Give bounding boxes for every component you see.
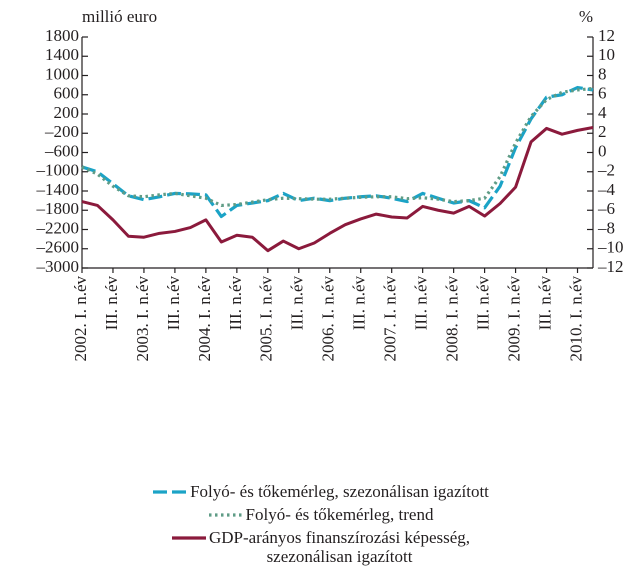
y-tick-label: –3000: [36, 257, 80, 276]
x-tick-label: 2007. I. n.év: [381, 276, 400, 362]
x-tick-label: 2004. I. n.év: [195, 276, 214, 362]
y2-tick-label: 6: [598, 84, 607, 103]
legend-label: Folyó- és tőkemérleg, szezonálisan igazí…: [190, 482, 489, 501]
y-tick-label: –600: [44, 141, 79, 160]
y-tick-label: –2200: [36, 218, 80, 237]
series-line: [81, 126, 594, 253]
x-tick-label: 2010. I. n.év: [566, 276, 585, 362]
y2-tick-label: 12: [598, 26, 615, 45]
y2-tick-label: 8: [598, 64, 607, 83]
y2-tick-label: –12: [597, 257, 624, 276]
y2-tick-label: –8: [597, 218, 615, 237]
x-tick-label: 2002. I. n.év: [71, 276, 90, 362]
y2-tick-label: –10: [597, 238, 624, 257]
legend-label: Folyó- és tőkemérleg, trend: [245, 505, 434, 524]
x-tick-label: III. n.év: [535, 276, 554, 331]
legend-swatch: [171, 536, 206, 540]
y2-tick-label: –6: [597, 199, 615, 218]
y-axis-label: millió euro: [82, 7, 157, 26]
y2-axis-label: %: [579, 7, 593, 26]
y-tick-label: 1000: [45, 64, 79, 83]
y2-tick-label: 2: [598, 122, 607, 141]
legend-entry: Folyó- és tőkemérleg, szezonálisan igazí…: [152, 482, 489, 501]
x-tick-label: III. n.év: [412, 276, 431, 331]
y-tick-label: –1000: [36, 161, 80, 180]
x-tick-label: III. n.év: [226, 276, 245, 331]
legend-entry: Folyó- és tőkemérleg, trend: [208, 505, 434, 524]
y-tick-label: 1400: [45, 45, 79, 64]
x-tick-label: 2008. I. n.év: [443, 276, 462, 362]
x-tick-label: 2009. I. n.év: [504, 276, 523, 362]
y-tick-label: 200: [54, 103, 80, 122]
x-tick-label: III. n.év: [102, 276, 121, 331]
y-tick-label: –2600: [36, 238, 80, 257]
legend-entry: GDP-arányos finanszírozási képesség, sze…: [171, 528, 470, 566]
y2-tick-label: –4: [597, 180, 616, 199]
chart: millió euro % –3000–2600–2200–1800–1400–…: [36, 7, 624, 362]
legend-swatch: [208, 513, 243, 517]
y-tick-label: –1400: [36, 180, 80, 199]
y-tick-label: 1800: [45, 26, 79, 45]
y-tick-label: –1800: [36, 199, 80, 218]
x-tick-label: III. n.év: [288, 276, 307, 331]
y2-tick-label: 4: [598, 103, 607, 122]
x-tick-label: 2006. I. n.év: [319, 276, 338, 362]
y-tick-label: –200: [44, 122, 79, 141]
legend-label: GDP-arányos finanszírozási képesség, sze…: [208, 528, 471, 566]
x-tick-label: III. n.év: [164, 276, 183, 331]
x-tick-label: 2005. I. n.év: [257, 276, 276, 362]
legend-swatch: [153, 490, 188, 494]
series-line: [81, 85, 594, 219]
y2-tick-label: 0: [598, 141, 607, 160]
y2-tick-label: 10: [598, 45, 615, 64]
x-tick-label: III. n.év: [474, 276, 493, 331]
x-tick-label: III. n.év: [350, 276, 369, 331]
y2-tick-label: –2: [597, 161, 615, 180]
x-tick-label: 2003. I. n.év: [133, 276, 152, 362]
y-tick-label: 600: [54, 84, 80, 103]
legend: Folyó- és tőkemérleg, szezonálisan igazí…: [0, 482, 641, 570]
